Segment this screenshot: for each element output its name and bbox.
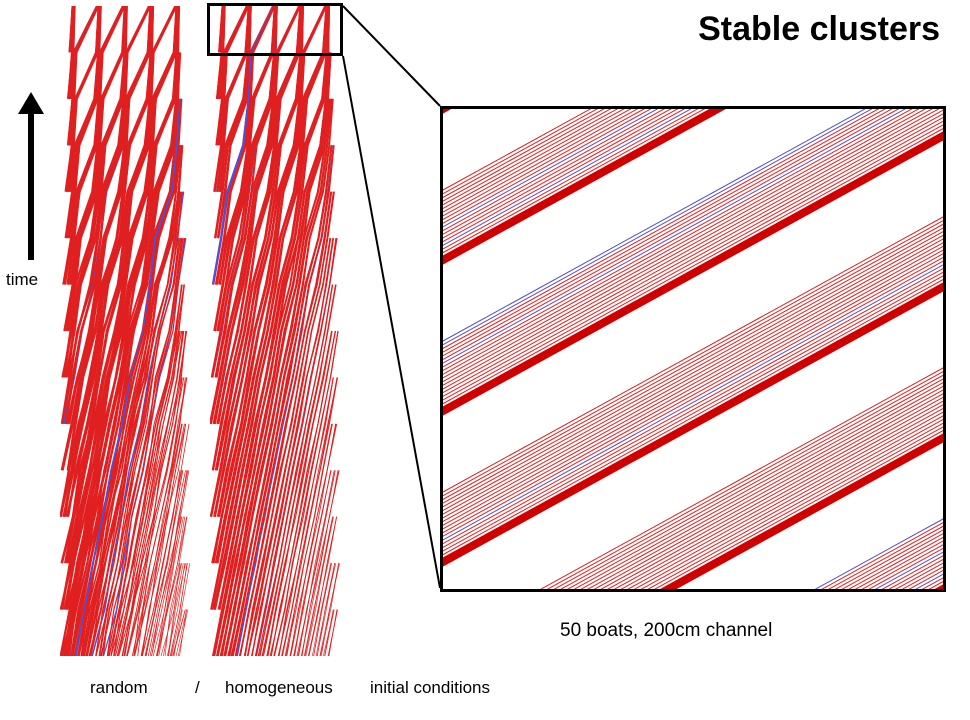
caption-boats: 50 boats, 200cm channel [560,620,772,642]
label-random: random [90,678,148,698]
time-arrow-stem [28,110,34,260]
label-slash: / [195,678,200,698]
time-arrow-head [18,92,44,114]
time-label: time [6,270,38,290]
label-initial-conditions: initial conditions [370,678,490,698]
spacetime-panel-homogeneous [210,6,340,656]
spacetime-panel-random [60,6,190,656]
zoom-panel [440,106,946,592]
label-homogeneous: homogeneous [225,678,333,698]
page-title: Stable clusters [698,10,940,49]
